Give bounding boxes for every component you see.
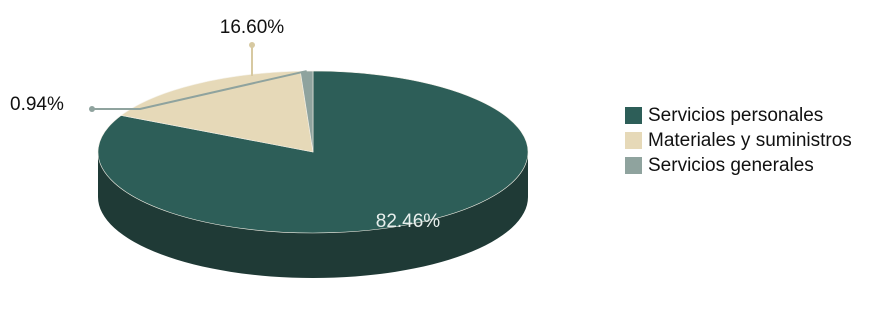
leader-line-2 (92, 70, 307, 110)
legend-label: Materiales y suministros (648, 129, 852, 151)
pie-slice-2 (299, 70, 314, 153)
legend-swatch (625, 132, 642, 149)
slice-labels: 82.46% 16.60% 0.94% (10, 17, 440, 232)
pie-top-layer (97, 70, 529, 234)
legend-item-servicios-generales: Servicios generales (625, 153, 852, 178)
chart-legend: Servicios personales Materiales y sumini… (625, 103, 852, 178)
legend-swatch (625, 107, 642, 124)
legend-item-materiales-y-suministros: Materiales y suministros (625, 128, 852, 153)
legend-swatch (625, 157, 642, 174)
leader-lines (89, 42, 307, 112)
leader-dot-1 (249, 42, 255, 48)
slice-label-2: 0.94% (10, 94, 64, 115)
slice-label-1: 16.60% (220, 17, 285, 38)
pie-side-0 (98, 152, 528, 278)
pie-side-layer (98, 152, 528, 278)
slice-label-0: 82.46% (376, 211, 441, 232)
leader-dot-2 (89, 106, 95, 112)
legend-label: Servicios generales (648, 154, 814, 176)
legend-item-servicios-personales: Servicios personales (625, 103, 852, 128)
legend-label: Servicios personales (648, 104, 824, 126)
